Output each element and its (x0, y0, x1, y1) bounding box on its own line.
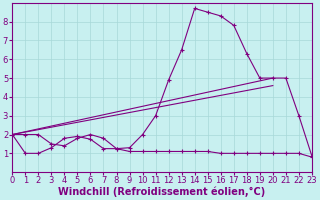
X-axis label: Windchill (Refroidissement éolien,°C): Windchill (Refroidissement éolien,°C) (59, 187, 266, 197)
